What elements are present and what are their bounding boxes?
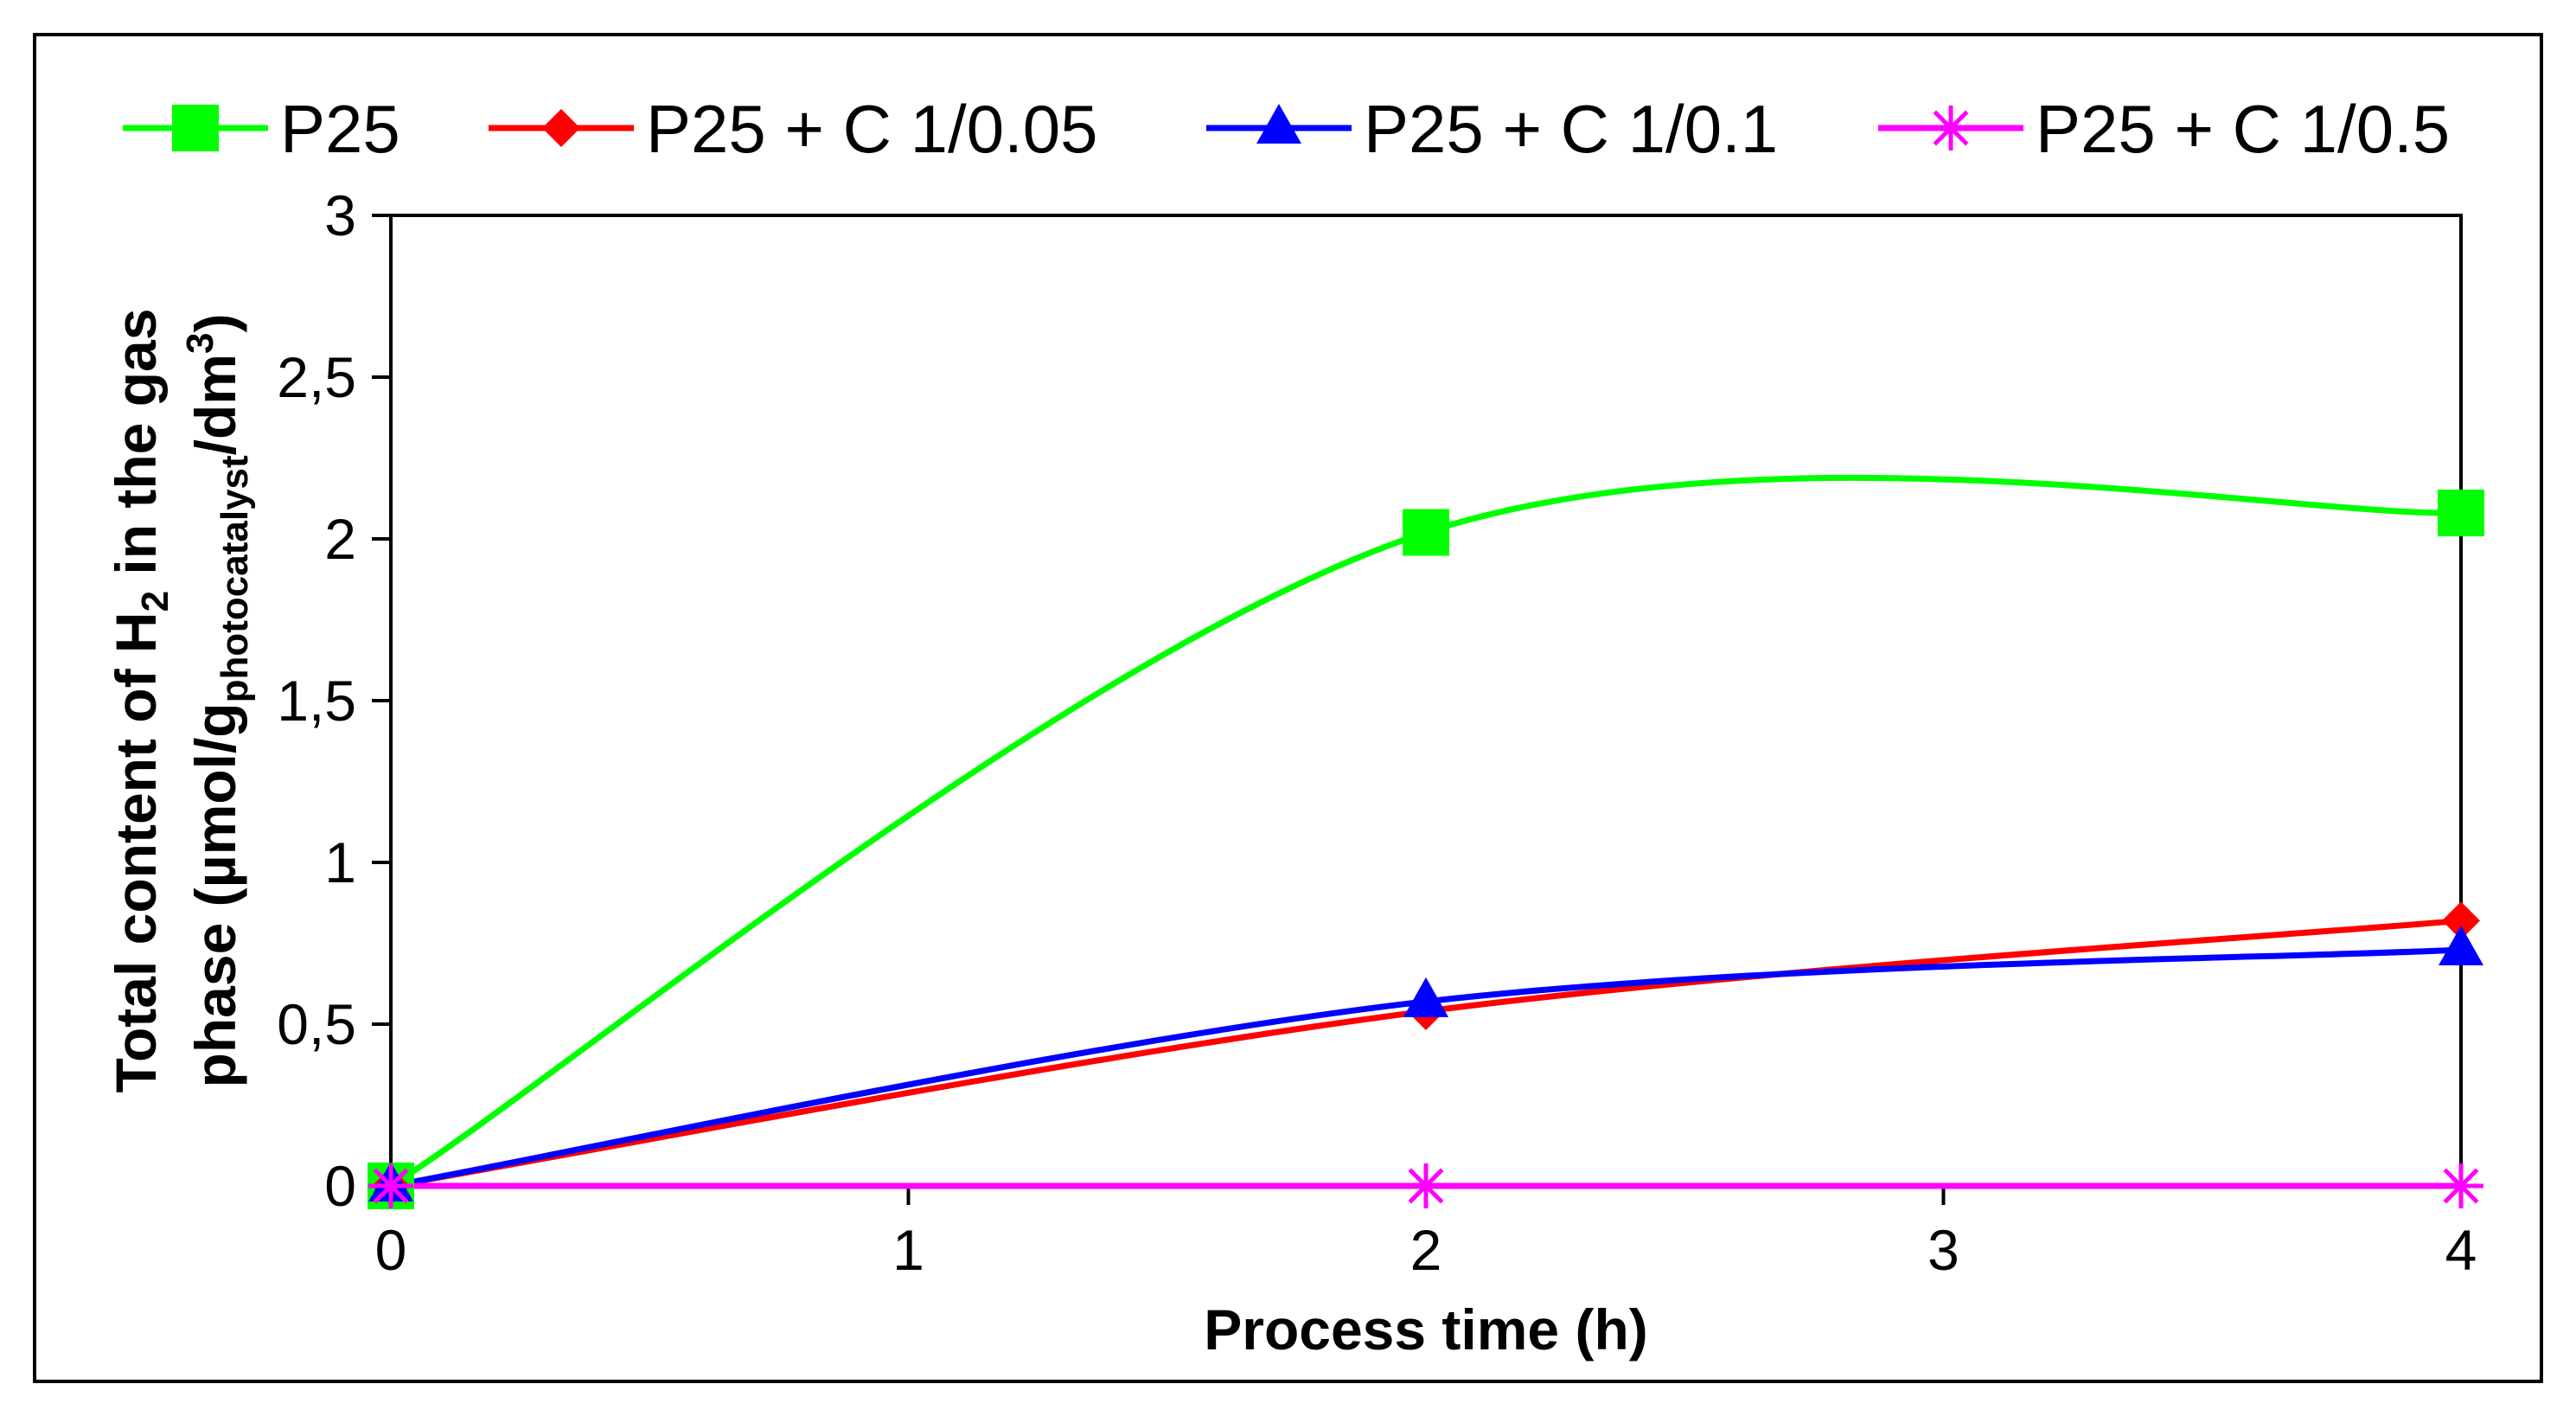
data-point-series-2	[2442, 901, 2480, 940]
series-markers	[368, 490, 2484, 1209]
data-point-series-4	[368, 1163, 413, 1208]
y-axis-title-sub-photocatalyst: photocatalyst	[214, 455, 256, 702]
y-tick-label: 2,5	[277, 345, 356, 409]
data-point-series-4	[2439, 1163, 2483, 1208]
x-tick-label: 2	[1410, 1218, 1442, 1282]
legend-item: P25 + C 1/0.05	[489, 91, 1098, 167]
legend-item: P25 + C 1/0.5	[1878, 91, 2450, 167]
data-point-series-4	[1403, 1163, 1448, 1208]
y-axis: 0 0,5 1 1,5 2 2,5 3	[277, 183, 391, 1218]
chart-frame	[33, 33, 2543, 1383]
y-axis-title-line1: Total content of H2 in the gas	[104, 309, 176, 1093]
legend-marker	[1256, 104, 1301, 144]
y-tick-label: 3	[324, 183, 356, 247]
y-tick-label: 0	[324, 1154, 356, 1218]
legend-marker	[542, 109, 580, 147]
legend-label: P25 + C 1/0.5	[2036, 91, 2450, 167]
y-tick-label: 1	[324, 830, 356, 894]
x-tick-label: 0	[375, 1218, 407, 1282]
y-tick-label: 1,5	[277, 669, 356, 733]
legend-item: P25 + C 1/0.1	[1206, 91, 1778, 167]
y-axis-title-sup-3: 3	[179, 333, 221, 354]
x-tick-label: 1	[892, 1218, 924, 1282]
legend-label: P25 + C 1/0.1	[1364, 91, 1778, 167]
legend: P25 P25 + C 1/0.05 P25 + C 1/0.1 P25 + C 1/…	[123, 91, 2450, 167]
x-tick-label: 4	[2445, 1218, 2477, 1282]
x-tick-label: 3	[1927, 1218, 1959, 1282]
legend-item: P25	[123, 91, 400, 167]
data-point-series-1	[2438, 490, 2484, 537]
data-point-series-3	[2439, 925, 2483, 965]
y-tick-label: 2	[324, 507, 356, 571]
y-axis-title-line2: phase (µmol/gphotocatalyst/dm3)	[179, 314, 256, 1088]
legend-label: P25	[280, 91, 400, 167]
legend-label: P25 + C 1/0.05	[646, 91, 1098, 167]
y-tick-label: 0,5	[277, 992, 356, 1056]
data-point-series-1	[1403, 509, 1449, 556]
y-axis-title-sub-2: 2	[134, 591, 176, 612]
x-axis-title: Process time (h)	[1204, 1297, 1648, 1362]
legend-marker	[1928, 106, 1973, 151]
data-point-series-3	[1403, 977, 1448, 1017]
legend-marker	[172, 105, 219, 151]
